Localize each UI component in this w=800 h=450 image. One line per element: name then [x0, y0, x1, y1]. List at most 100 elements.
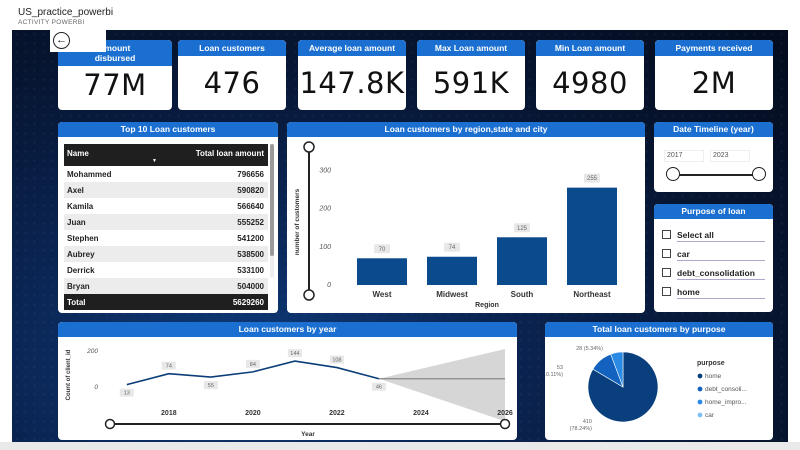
y-tick-label: 200 [86, 348, 98, 355]
pie-slice-home_improvement[interactable] [610, 351, 624, 388]
kpi-payments-received: Payments received 2M [655, 40, 773, 110]
cell-name: Juan [67, 218, 86, 227]
checkbox[interactable] [662, 230, 671, 239]
table-row[interactable]: Derrick 533100 [64, 262, 268, 278]
bar-west[interactable] [357, 258, 407, 285]
kpi-value: 2M [691, 66, 737, 100]
kpi-label: Average loan amount [298, 40, 406, 56]
x-tick-label: 2026 [497, 410, 513, 417]
data-label-bg [444, 242, 460, 252]
table-row[interactable]: Mohammed 796656 [64, 166, 268, 182]
region-chart-title: Loan customers by region,state and city [287, 122, 645, 137]
y-tick-label: 300 [319, 167, 331, 174]
scrollbar-thumb[interactable] [270, 144, 274, 256]
bar-south[interactable] [497, 237, 547, 285]
data-label-bg [287, 349, 302, 358]
kpi-label: Min Loan amount [536, 40, 644, 56]
slider-handle-right [499, 418, 511, 430]
kpi-value: 476 [203, 66, 261, 100]
cell-amount: 538500 [237, 250, 264, 259]
data-label: 13 [124, 391, 130, 397]
data-label-bg [514, 223, 530, 233]
cell-amount: 566640 [237, 202, 264, 211]
date-from-input[interactable]: 2017 [664, 150, 704, 162]
table-scrollbar[interactable] [270, 144, 274, 278]
x-axis-label: Region [475, 302, 499, 309]
year-line-chart: Count of client_id 0 200 13 74 55 84 144 108 46 20… [66, 348, 513, 438]
date-slider-end-handle[interactable] [752, 167, 766, 181]
date-slicer-card: Date Timeline (year) 2017 2023 [654, 122, 773, 192]
table-header: Name Total loan amount ▼ [64, 144, 268, 166]
checkbox[interactable] [662, 287, 671, 296]
data-label-bg [371, 382, 386, 391]
cell-amount: 555252 [237, 218, 264, 227]
bar-midwest[interactable] [427, 256, 477, 285]
legend-title: purpose [697, 360, 725, 367]
report-title: US_practice_powerbi [18, 7, 114, 18]
table-row[interactable]: Juan 555252 [64, 214, 268, 230]
table-total-row: Total 5629260 [64, 294, 268, 310]
pie-data-label: (78.24%) [570, 426, 592, 432]
bar-northeast[interactable] [567, 187, 617, 285]
y-axis-label: Count of client_id [66, 349, 72, 400]
column-header-name[interactable]: Name [67, 149, 89, 158]
top10-title: Top 10 Loan customers [58, 122, 278, 137]
date-to-input[interactable]: 2023 [710, 150, 750, 162]
back-arrow-icon: ← [53, 32, 70, 49]
kpi-max-loan: Max Loan amount 591K [417, 40, 525, 110]
cell-name: Aubrey [67, 250, 95, 259]
purpose-option-home[interactable]: home [662, 287, 766, 301]
data-label: 84 [250, 362, 256, 368]
cell-name: Mohammed [67, 170, 112, 179]
table-row[interactable]: Stephen 541200 [64, 230, 268, 246]
legend-marker [697, 412, 703, 418]
x-tick-label: 2020 [245, 410, 261, 417]
purpose-pie-chart: 410(78.24%) 53(10.11%) 28 (5.34%) purpose ho… [545, 346, 747, 432]
sort-desc-icon: ▼ [152, 158, 157, 164]
pie-data-label: 28 (5.34%) [576, 346, 603, 352]
x-tick-label: Midwest [436, 290, 468, 299]
kpi-label: Payments received [655, 40, 773, 56]
table-row[interactable]: Aubrey 538500 [64, 246, 268, 262]
kpi-label: Max Loan amount [417, 40, 525, 56]
x-tick-label: West [373, 290, 392, 299]
cell-name: Derrick [67, 266, 95, 275]
legend-item: home [705, 373, 722, 380]
y-tick-label: 200 [318, 206, 331, 213]
data-label-bg [203, 381, 218, 390]
pie-data-label: (10.11%) [545, 372, 563, 378]
column-header-amount[interactable]: Total loan amount [195, 149, 264, 158]
total-label: Total [67, 298, 86, 307]
table-row[interactable]: Axel 590820 [64, 182, 268, 198]
kpi-value: 77M [83, 68, 147, 102]
slider-handle-top [303, 141, 315, 153]
table-row[interactable]: Bryan 504000 [64, 278, 268, 294]
purpose-option-select-all[interactable]: Select all [662, 230, 766, 244]
kpi-label: Loan customers [178, 40, 286, 56]
back-button[interactable]: ← [50, 30, 106, 52]
table-row[interactable]: Kamila 566640 [64, 198, 268, 214]
x-tick-label: 2024 [413, 410, 429, 417]
forecast-confidence-band [378, 349, 505, 422]
date-slider-track[interactable] [673, 174, 759, 176]
x-tick-label: 2022 [329, 410, 345, 417]
pie-data-label: 410 [583, 419, 592, 425]
y-axis-label: number of customers [294, 188, 301, 255]
kpi-value: 4980 [552, 66, 628, 100]
cell-name: Kamila [67, 202, 94, 211]
data-label: 46 [376, 385, 382, 391]
purpose-chart-title: Total loan customers by purpose [545, 322, 773, 337]
purpose-option-debt-consolidation[interactable]: debt_consolidation [662, 268, 766, 282]
series-line [126, 360, 380, 386]
purpose-option-car[interactable]: car [662, 249, 766, 263]
checkbox[interactable] [662, 268, 671, 277]
table-body: Mohammed 796656 Axel 590820 Kamila 566640 Juan… [64, 166, 268, 294]
report-header: US_practice_powerbi ACTIVITY POWERBI [0, 0, 800, 30]
checkbox[interactable] [662, 249, 671, 258]
legend-item: car [705, 412, 715, 419]
x-axis-label: Year [301, 431, 315, 438]
legend-marker [697, 373, 703, 379]
data-label: 144 [290, 351, 299, 357]
data-label-bg [329, 355, 344, 364]
date-slider-start-handle[interactable] [666, 167, 680, 181]
